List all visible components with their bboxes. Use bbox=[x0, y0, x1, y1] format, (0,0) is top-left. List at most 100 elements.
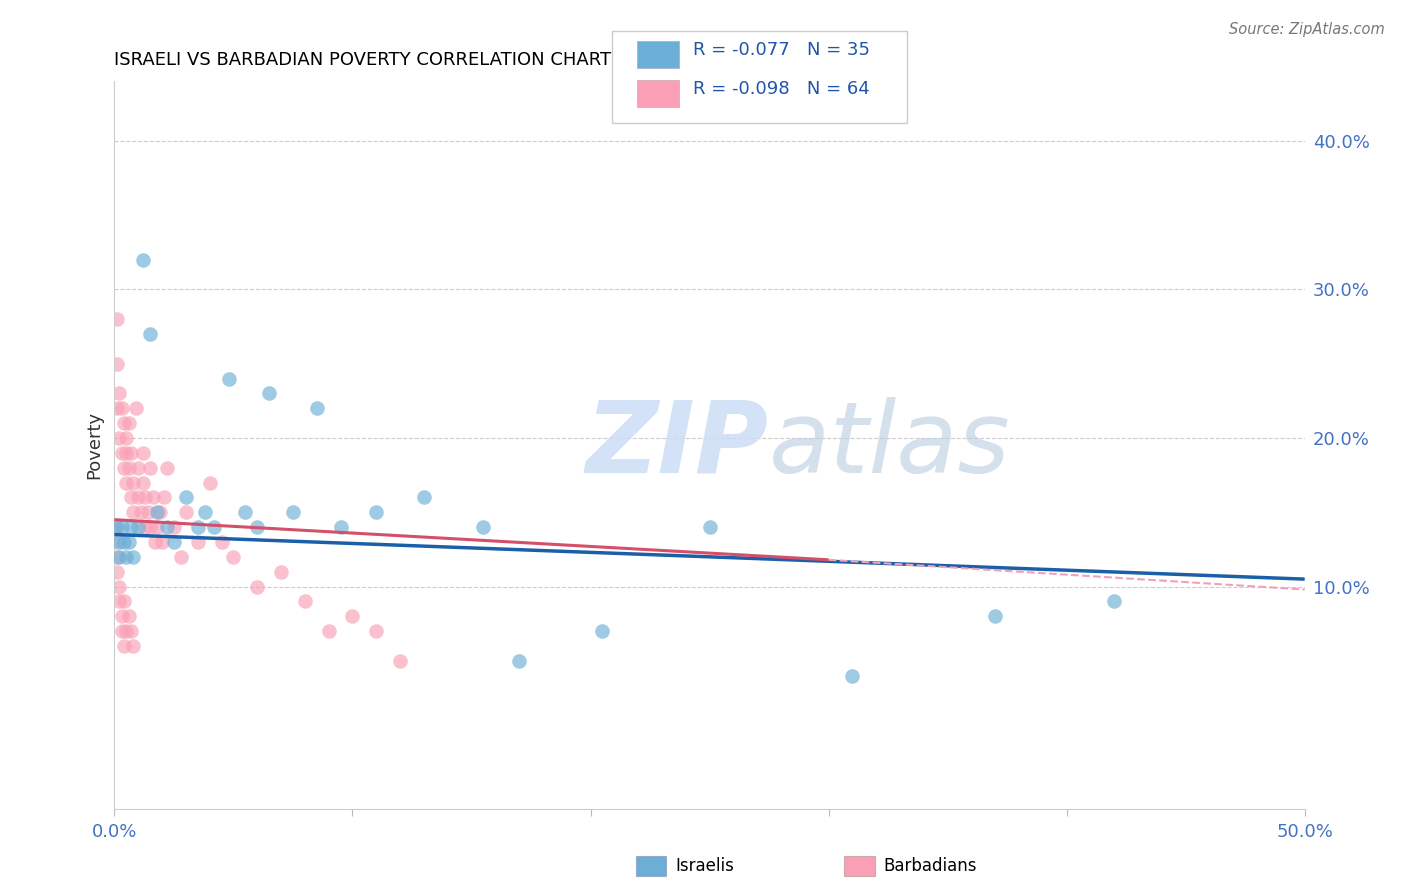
Point bbox=[139, 460, 162, 475]
Point bbox=[118, 535, 141, 549]
Point bbox=[125, 401, 148, 416]
Point bbox=[508, 654, 530, 668]
Point bbox=[120, 491, 142, 505]
Point bbox=[118, 460, 141, 475]
Point bbox=[112, 460, 135, 475]
Point bbox=[134, 520, 156, 534]
Point bbox=[110, 446, 132, 460]
Point bbox=[1104, 594, 1126, 608]
Text: Israelis: Israelis bbox=[675, 857, 734, 875]
Point bbox=[472, 520, 495, 534]
Point bbox=[163, 535, 186, 549]
Point bbox=[294, 594, 316, 608]
Point bbox=[108, 386, 131, 401]
Point bbox=[218, 371, 240, 385]
Point bbox=[112, 535, 135, 549]
Point bbox=[841, 669, 863, 683]
Point bbox=[202, 520, 225, 534]
Point bbox=[122, 505, 145, 519]
Point bbox=[699, 520, 721, 534]
Point bbox=[112, 639, 135, 653]
Point bbox=[115, 549, 138, 564]
Point bbox=[305, 401, 328, 416]
Point bbox=[105, 520, 128, 534]
Point bbox=[146, 505, 169, 519]
Point bbox=[112, 416, 135, 430]
Point bbox=[246, 580, 269, 594]
Point bbox=[163, 520, 186, 534]
Text: ZIP: ZIP bbox=[586, 397, 769, 494]
Point bbox=[120, 520, 142, 534]
Point bbox=[984, 609, 1007, 624]
Point bbox=[103, 520, 125, 534]
Point bbox=[110, 401, 132, 416]
Point bbox=[153, 491, 176, 505]
Point bbox=[146, 520, 169, 534]
Point bbox=[156, 460, 179, 475]
Point bbox=[105, 549, 128, 564]
Text: R = -0.077   N = 35: R = -0.077 N = 35 bbox=[693, 41, 870, 59]
Point bbox=[342, 609, 364, 624]
Text: atlas: atlas bbox=[769, 397, 1011, 494]
Point bbox=[105, 401, 128, 416]
Point bbox=[127, 460, 149, 475]
Point bbox=[110, 624, 132, 639]
Point bbox=[105, 357, 128, 371]
Point bbox=[143, 535, 166, 549]
Point bbox=[132, 475, 155, 490]
Point bbox=[108, 580, 131, 594]
Point bbox=[115, 431, 138, 445]
Point bbox=[127, 520, 149, 534]
Point bbox=[257, 386, 280, 401]
Point bbox=[141, 491, 163, 505]
Text: Source: ZipAtlas.com: Source: ZipAtlas.com bbox=[1229, 22, 1385, 37]
Point bbox=[105, 312, 128, 326]
Point bbox=[112, 594, 135, 608]
Point bbox=[132, 446, 155, 460]
Point bbox=[366, 505, 388, 519]
Point bbox=[187, 535, 209, 549]
Point bbox=[198, 475, 221, 490]
Point bbox=[329, 520, 352, 534]
Point bbox=[120, 446, 142, 460]
Point bbox=[115, 446, 138, 460]
Text: Barbadians: Barbadians bbox=[883, 857, 977, 875]
Point bbox=[110, 520, 132, 534]
Text: ISRAELI VS BARBADIAN POVERTY CORRELATION CHART: ISRAELI VS BARBADIAN POVERTY CORRELATION… bbox=[114, 51, 612, 69]
Point bbox=[120, 624, 142, 639]
Y-axis label: Poverty: Poverty bbox=[86, 411, 103, 480]
Point bbox=[174, 491, 197, 505]
Point bbox=[139, 520, 162, 534]
Point bbox=[110, 609, 132, 624]
Point bbox=[366, 624, 388, 639]
Point bbox=[389, 654, 412, 668]
Point bbox=[222, 549, 245, 564]
Point bbox=[246, 520, 269, 534]
Point bbox=[108, 431, 131, 445]
Point bbox=[591, 624, 613, 639]
Point bbox=[211, 535, 233, 549]
Point bbox=[170, 549, 193, 564]
Point bbox=[318, 624, 340, 639]
Point bbox=[233, 505, 256, 519]
Point bbox=[136, 505, 159, 519]
Point bbox=[281, 505, 304, 519]
Point bbox=[149, 505, 172, 519]
Point bbox=[105, 565, 128, 579]
Point bbox=[129, 505, 152, 519]
Point bbox=[187, 520, 209, 534]
Point bbox=[118, 609, 141, 624]
Point bbox=[122, 549, 145, 564]
Point bbox=[134, 491, 156, 505]
Point bbox=[118, 416, 141, 430]
Point bbox=[103, 535, 125, 549]
Point bbox=[108, 594, 131, 608]
Point bbox=[115, 624, 138, 639]
Point bbox=[139, 326, 162, 341]
Point bbox=[270, 565, 292, 579]
Point bbox=[156, 520, 179, 534]
Text: R = -0.098   N = 64: R = -0.098 N = 64 bbox=[693, 80, 870, 98]
Point bbox=[412, 491, 434, 505]
Point bbox=[194, 505, 217, 519]
Point bbox=[122, 639, 145, 653]
